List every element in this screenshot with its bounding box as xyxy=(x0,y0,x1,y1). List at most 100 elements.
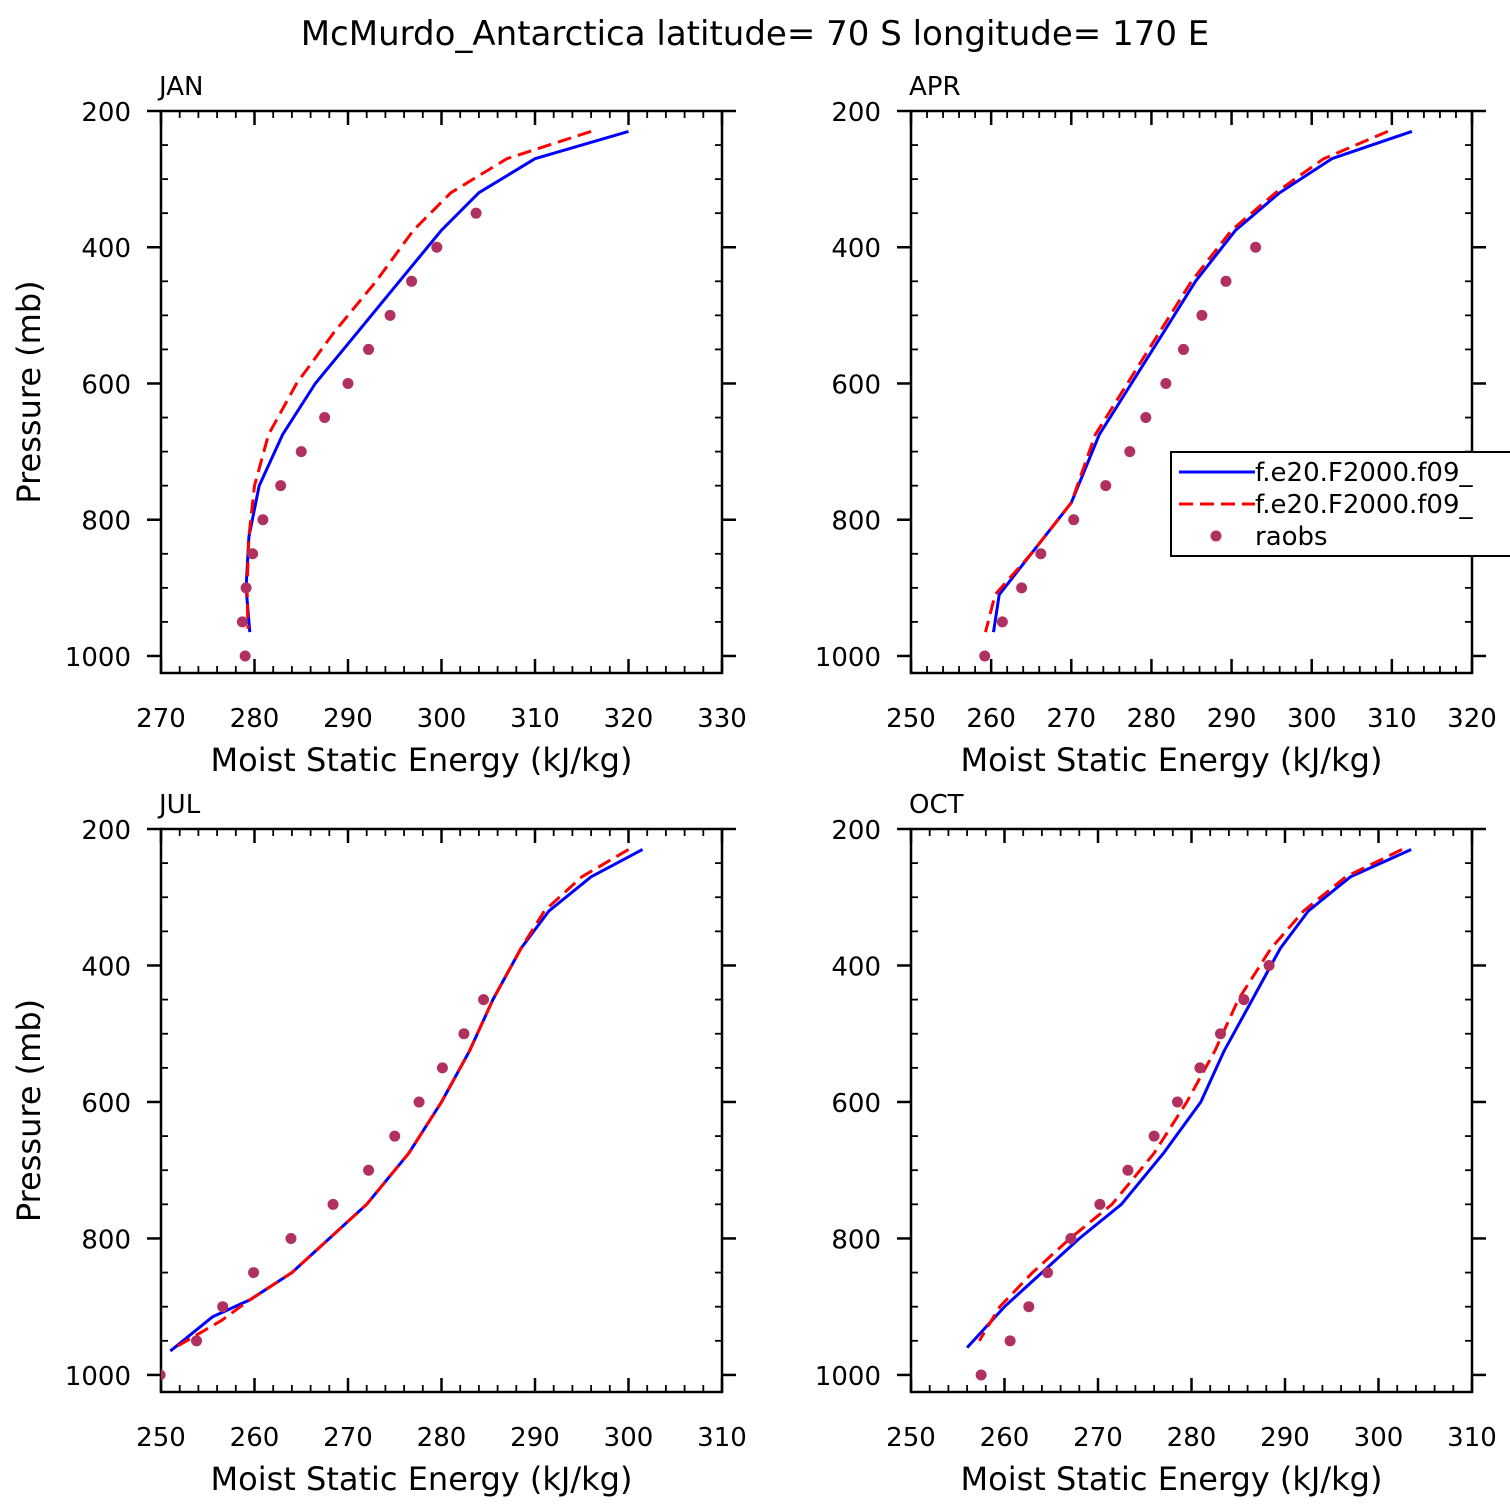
raobs-point xyxy=(363,343,375,355)
raobs-point xyxy=(1194,1062,1206,1074)
y-tick-label: 600 xyxy=(81,1089,131,1119)
x-tick-label: 310 xyxy=(1367,704,1417,734)
raobs-point xyxy=(275,480,287,492)
x-tick-label: 300 xyxy=(604,1423,654,1453)
panel-label-jul: JUL xyxy=(157,790,201,820)
y-tick-label: 800 xyxy=(831,1225,881,1255)
raobs-point xyxy=(1148,1130,1160,1142)
raobs-point xyxy=(1124,446,1136,458)
y-tick-label: 200 xyxy=(81,816,131,846)
raobs-point xyxy=(1160,377,1172,389)
x-tick-label: 310 xyxy=(1447,1423,1497,1453)
y-tick-label: 200 xyxy=(831,816,881,846)
legend-label: raobs xyxy=(1255,522,1328,552)
raobs-point xyxy=(470,207,482,219)
raobs-point xyxy=(239,650,251,662)
y-tick-label: 800 xyxy=(831,507,881,537)
raobs-point xyxy=(327,1198,339,1210)
series-group-jul xyxy=(161,848,644,1381)
legend-marker-raobs xyxy=(1210,530,1222,542)
raobs-point xyxy=(217,1301,229,1313)
raobs-point xyxy=(1068,514,1080,526)
raobs-point xyxy=(384,309,396,321)
panels: JAN 270 280 290 300 310 320 330 200 400 600 800 1000… xyxy=(10,72,1510,1498)
x-tick-label: 320 xyxy=(1447,704,1497,734)
panel-jul: JUL 250 260 270 280 290 300 310 200 400 600 800 1000… xyxy=(10,790,747,1498)
raobs-point xyxy=(1177,343,1189,355)
panel-label-oct: OCT xyxy=(909,790,964,820)
series-group-oct xyxy=(965,848,1412,1381)
raobs-point xyxy=(295,446,307,458)
raobs-point xyxy=(257,514,269,526)
y-tick-label: 1000 xyxy=(815,1362,881,1392)
x-tick-label: 250 xyxy=(136,1423,186,1453)
x-tick-label: 270 xyxy=(136,704,186,734)
y-tick-label: 400 xyxy=(831,952,881,982)
x-tick-label: 290 xyxy=(510,1423,560,1453)
y-tick-label: 1000 xyxy=(65,1362,131,1392)
raobs-point xyxy=(975,1369,987,1381)
panel-jan: JAN 270 280 290 300 310 320 330 200 400 600 800 1000… xyxy=(10,72,747,779)
y-tick-label: 600 xyxy=(81,370,131,400)
raobs-point xyxy=(1171,1096,1183,1108)
model-line-dashed xyxy=(984,130,1389,633)
x-tick-label: 290 xyxy=(1260,1423,1310,1453)
x-tick-label: 280 xyxy=(1127,704,1177,734)
raobs-point xyxy=(191,1335,203,1347)
raobs-point xyxy=(1035,548,1047,560)
y-tick-label: 200 xyxy=(81,98,131,128)
x-axis-title: Moist Static Energy (kJ/kg) xyxy=(961,1460,1383,1498)
x-tick-label: 320 xyxy=(604,704,654,734)
y-tick-label: 400 xyxy=(831,234,881,264)
raobs-point xyxy=(979,650,991,662)
x-tick-label: 300 xyxy=(1354,1423,1404,1453)
x-tick-label: 300 xyxy=(1287,704,1337,734)
x-axis-title: Moist Static Energy (kJ/kg) xyxy=(961,741,1383,779)
raobs-point xyxy=(319,412,331,424)
model-line-solid xyxy=(965,848,1412,1349)
legend-label: f.e20.F2000.f09_ xyxy=(1255,458,1473,488)
raobs-point xyxy=(1016,582,1028,594)
raobs-point xyxy=(1250,241,1262,253)
y-tick-label: 1000 xyxy=(815,643,881,673)
raobs-point xyxy=(389,1130,401,1142)
x-tick-label: 250 xyxy=(886,704,936,734)
x-tick-label: 270 xyxy=(1046,704,1096,734)
x-tick-label: 310 xyxy=(697,1423,747,1453)
raobs-point xyxy=(1100,480,1112,492)
raobs-point xyxy=(161,1369,166,1381)
x-tick-label: 270 xyxy=(323,1423,373,1453)
panel-apr: APR 250 260 270 280 290 300 310 320 200 400 600 800 1… xyxy=(815,72,1510,779)
raobs-point xyxy=(431,241,443,253)
raobs-point xyxy=(1238,994,1250,1006)
raobs-point xyxy=(285,1232,297,1244)
raobs-point xyxy=(342,377,354,389)
x-tick-label: 280 xyxy=(230,704,280,734)
x-tick-label: 310 xyxy=(510,704,560,734)
x-axis-title: Moist Static Energy (kJ/kg) xyxy=(211,741,633,779)
raobs-point xyxy=(1140,412,1152,424)
raobs-point xyxy=(1196,309,1208,321)
panel-label-apr: APR xyxy=(909,72,961,102)
x-tick-label: 280 xyxy=(417,1423,467,1453)
raobs-point xyxy=(247,548,259,560)
series-group-jan xyxy=(236,129,629,662)
x-tick-label: 260 xyxy=(230,1423,280,1453)
y-tick-label: 600 xyxy=(831,370,881,400)
x-tick-label: 290 xyxy=(1207,704,1257,734)
legend-label: f.e20.F2000.f09_ xyxy=(1255,490,1473,520)
series-group-apr xyxy=(979,129,1413,662)
y-tick-label: 200 xyxy=(831,98,881,128)
panel-label-jan: JAN xyxy=(157,72,203,102)
legend: f.e20.F2000.f09_f.e20.F2000.f09_raobs xyxy=(1170,451,1510,557)
raobs-point xyxy=(1122,1164,1134,1176)
raobs-point xyxy=(363,1164,375,1176)
raobs-point xyxy=(436,1062,448,1074)
x-tick-label: 280 xyxy=(1167,1423,1217,1453)
y-tick-label: 800 xyxy=(81,507,131,537)
panel-oct: OCT 250 260 270 280 290 300 310 200 400 600 800 1000… xyxy=(815,790,1497,1498)
raobs-point xyxy=(1065,1232,1077,1244)
raobs-point xyxy=(1023,1301,1035,1313)
x-tick-label: 260 xyxy=(966,704,1016,734)
